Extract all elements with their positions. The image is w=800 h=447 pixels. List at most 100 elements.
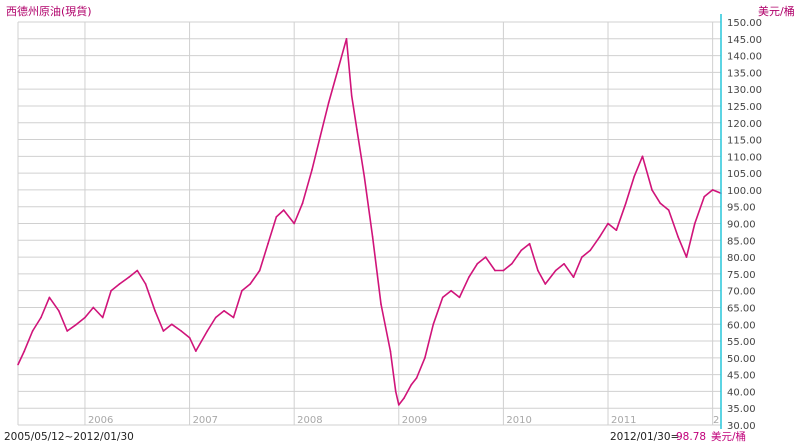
price-point bbox=[154, 310, 156, 312]
price-point bbox=[84, 316, 86, 319]
price-point bbox=[563, 263, 565, 265]
y-tick-label: 85.00 bbox=[727, 236, 756, 247]
y-tick-label: 60.00 bbox=[727, 320, 756, 331]
price-point bbox=[75, 323, 78, 326]
price-point bbox=[410, 383, 413, 386]
price-point bbox=[581, 256, 583, 258]
price-point bbox=[554, 269, 557, 272]
y-tick-label: 105.00 bbox=[727, 169, 762, 180]
price-point bbox=[502, 269, 505, 272]
price-point bbox=[311, 168, 313, 171]
price-point bbox=[537, 269, 539, 272]
x-tick-label: 2010 bbox=[506, 415, 531, 426]
y-tick-label: 140.00 bbox=[727, 52, 762, 63]
price-point bbox=[685, 256, 688, 258]
price-point bbox=[110, 289, 112, 292]
price-point bbox=[40, 316, 42, 319]
price-point bbox=[223, 310, 225, 312]
chart-title: 西德州原油(現貨) bbox=[6, 4, 92, 18]
y-tick-label: 45.00 bbox=[727, 371, 756, 382]
price-point bbox=[282, 209, 285, 211]
price-point bbox=[17, 363, 19, 366]
price-point bbox=[403, 397, 405, 399]
price-point bbox=[659, 202, 662, 205]
y-tick-label: 145.00 bbox=[727, 35, 762, 46]
y-tick-label: 95.00 bbox=[727, 203, 756, 214]
x-tick-label: 2008 bbox=[297, 415, 322, 426]
price-point bbox=[363, 175, 366, 178]
price-point bbox=[48, 296, 51, 299]
price-point bbox=[476, 263, 479, 265]
latest-date-label: 2012/01/30= bbox=[610, 431, 679, 443]
price-point bbox=[380, 303, 382, 305]
price-point bbox=[258, 269, 261, 272]
price-point bbox=[544, 283, 547, 285]
price-point bbox=[667, 209, 670, 211]
latest-value-label: 98.78 bbox=[676, 431, 706, 443]
price-point bbox=[510, 263, 513, 265]
y-tick-label: 75.00 bbox=[727, 270, 756, 281]
price-point bbox=[615, 229, 618, 232]
price-point bbox=[180, 330, 182, 332]
price-point bbox=[468, 276, 470, 279]
date-range-label: 2005/05/12~2012/01/30 bbox=[4, 431, 134, 443]
price-point bbox=[520, 249, 522, 252]
price-point bbox=[293, 222, 295, 225]
x-tick-labels: 2006 2007 2008 2009 2010 2011 2 bbox=[88, 415, 719, 426]
y-tick-label: 130.00 bbox=[727, 85, 762, 96]
y-tick-label: 135.00 bbox=[727, 68, 762, 79]
price-point bbox=[319, 135, 322, 137]
price-point bbox=[450, 289, 452, 292]
price-point bbox=[607, 222, 609, 225]
price-point bbox=[350, 95, 353, 97]
price-point bbox=[415, 377, 418, 379]
price-point bbox=[66, 330, 68, 332]
price-point bbox=[572, 276, 575, 279]
y-tick-label: 65.00 bbox=[727, 303, 756, 314]
price-point bbox=[118, 283, 121, 285]
price-point bbox=[214, 316, 217, 319]
price-point bbox=[144, 283, 147, 285]
y-tick-label: 40.00 bbox=[727, 387, 756, 398]
price-point bbox=[641, 155, 644, 158]
price-point bbox=[267, 242, 269, 245]
price-point bbox=[711, 189, 714, 191]
price-point bbox=[528, 242, 531, 245]
price-point bbox=[598, 236, 601, 238]
y-tick-label: 120.00 bbox=[727, 119, 762, 130]
price-point bbox=[651, 189, 653, 191]
price-point bbox=[633, 175, 635, 178]
price-point bbox=[703, 195, 706, 198]
y-axis-unit-label: 美元/桶 bbox=[758, 4, 795, 18]
y-tick-label: 50.00 bbox=[727, 354, 756, 365]
x-tick-label: 2007 bbox=[193, 415, 218, 426]
price-point bbox=[458, 296, 461, 299]
y-tick-label: 90.00 bbox=[727, 220, 756, 231]
price-point bbox=[136, 269, 139, 272]
x-tick-label: 2006 bbox=[88, 415, 113, 426]
price-point bbox=[232, 316, 235, 319]
price-point bbox=[394, 390, 397, 393]
price-point bbox=[206, 330, 209, 332]
price-point bbox=[397, 404, 400, 406]
x-tick-label: 2 bbox=[713, 415, 719, 426]
y-tick-label: 125.00 bbox=[727, 102, 762, 113]
y-tick-labels: 150.00 145.00 140.00 135.00 130.00 125.00 120.… bbox=[727, 18, 762, 432]
price-point bbox=[301, 202, 304, 205]
price-point bbox=[694, 222, 696, 225]
price-point bbox=[371, 236, 374, 238]
price-series-group bbox=[17, 37, 722, 406]
price-point bbox=[432, 323, 435, 326]
price-point bbox=[589, 249, 592, 252]
y-tick-label: 35.00 bbox=[727, 404, 756, 415]
price-point bbox=[424, 357, 426, 359]
price-point bbox=[249, 283, 252, 285]
price-point bbox=[195, 350, 197, 352]
price-point bbox=[170, 323, 173, 326]
y-tick-label: 70.00 bbox=[727, 287, 756, 298]
price-point bbox=[188, 336, 191, 339]
y-tick-label: 80.00 bbox=[727, 253, 756, 264]
price-point bbox=[23, 350, 26, 352]
y-tick-label: 150.00 bbox=[727, 18, 762, 29]
x-tick-label: 2011 bbox=[611, 415, 636, 426]
